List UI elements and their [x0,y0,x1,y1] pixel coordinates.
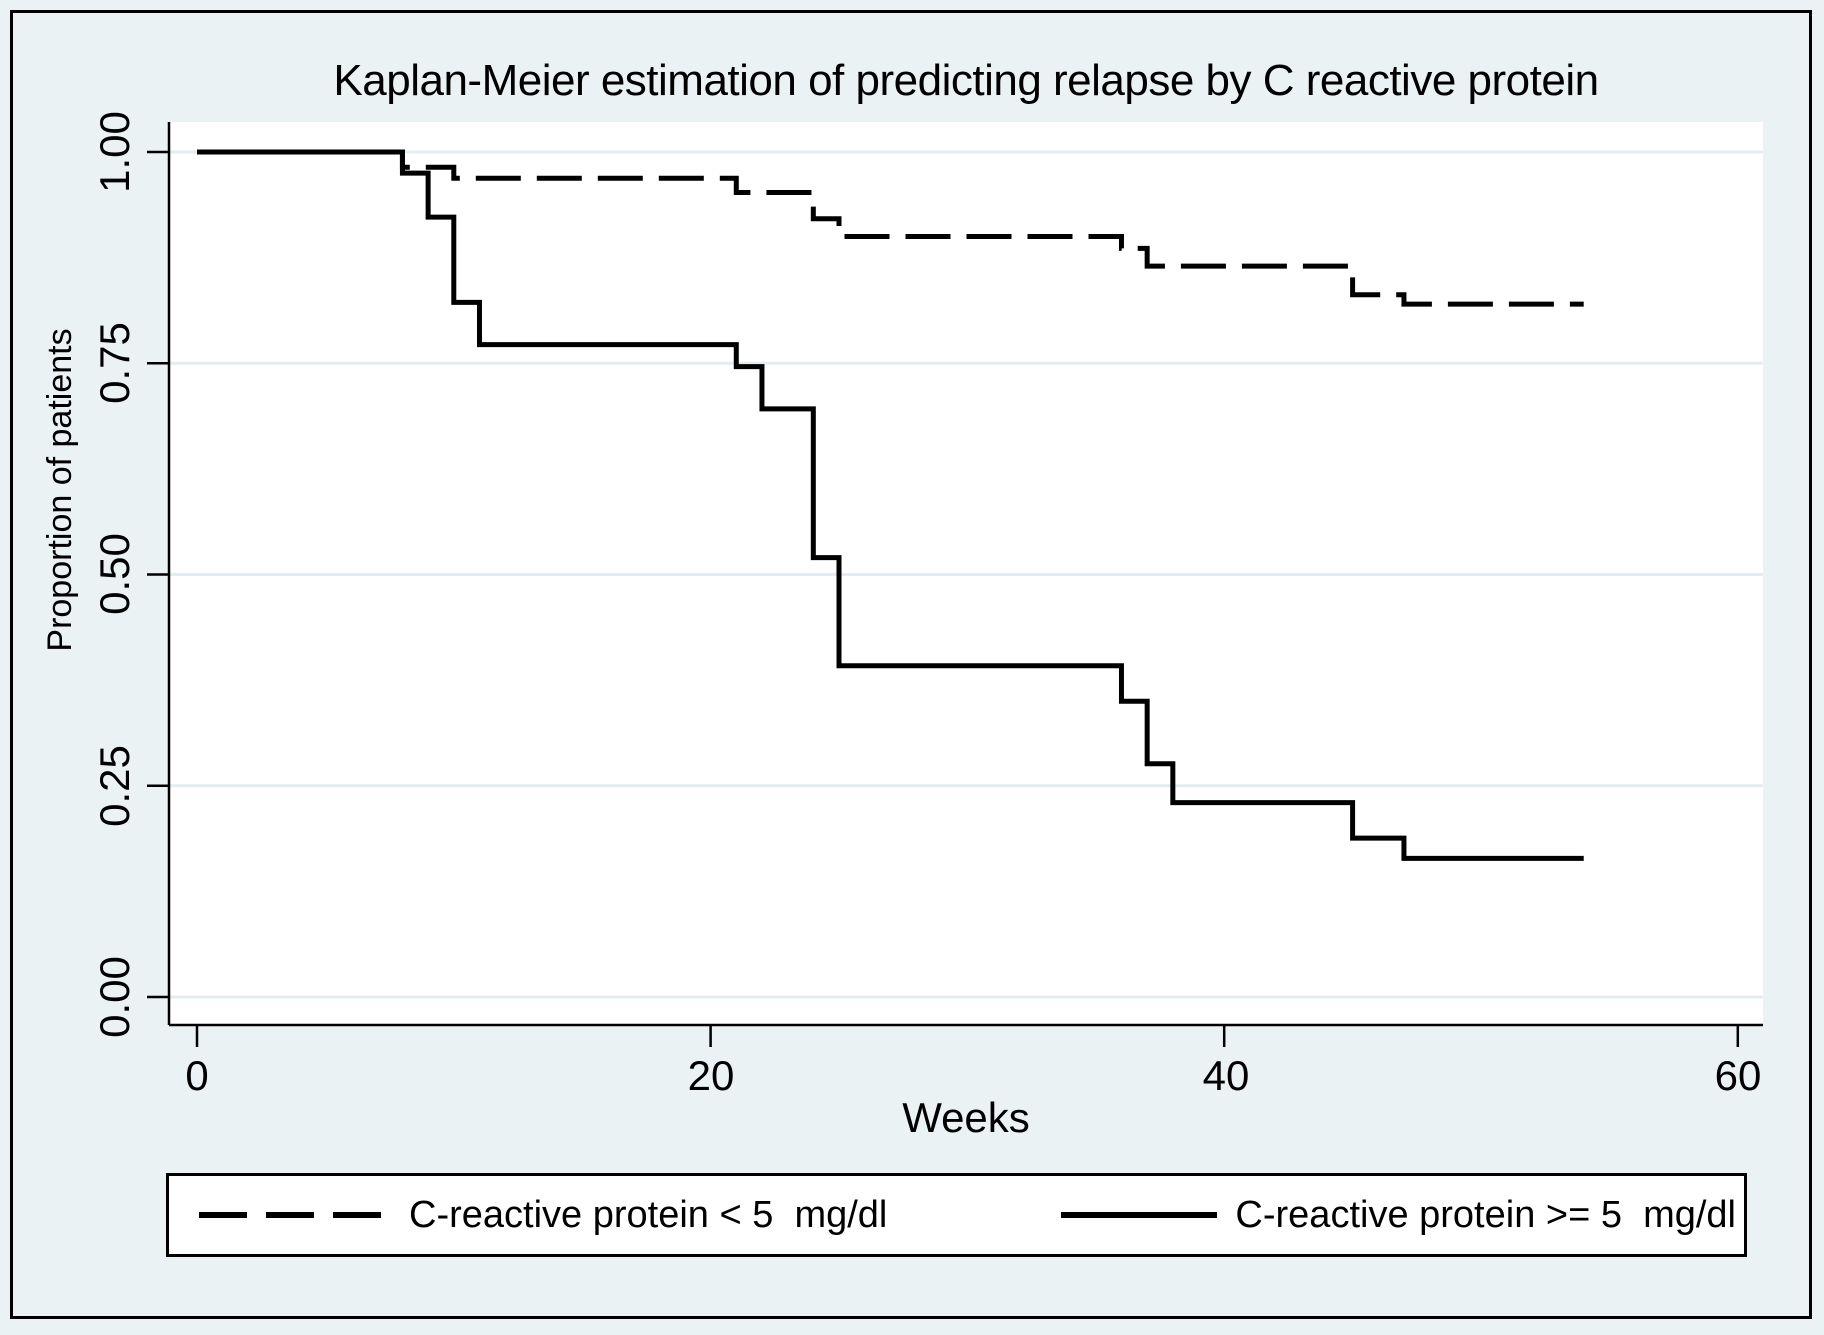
legend-item-crp-ge5: C-reactive protein >= 5 mg/dl [1061,1194,1736,1237]
x-tick-label-20: 20 [687,1052,735,1099]
x-tick-label-40: 40 [1202,1052,1250,1099]
y-tick-label-050: 0.50 [91,533,138,615]
legend-solid-line-sample [1061,1212,1218,1218]
x-tick-label-60: 60 [1714,1052,1762,1099]
legend-dashed-line-sample [199,1212,391,1218]
x-tick-label-0: 0 [185,1052,209,1099]
legend-item-crp-lt5: C-reactive protein < 5 mg/dl [199,1194,887,1237]
series-crp-lt5-line [197,149,1584,307]
legend-item-label: C-reactive protein < 5 mg/dl [409,1193,888,1236]
y-tick-label-100: 1.00 [91,111,138,193]
y-tick-label-000: 0.00 [91,956,138,1038]
x-axis-title: Weeks [902,1094,1030,1141]
chart-title: Kaplan-Meier estimation of predicting re… [333,56,1599,105]
y-axis-title: Proportion of patients [41,328,79,652]
series-crp-ge5-line [197,149,1584,861]
legend-item-label: C-reactive protein >= 5 mg/dl [1235,1193,1736,1236]
y-tick-label-025: 0.25 [91,745,138,827]
legend: C-reactive protein < 5 mg/dl C-reactive … [166,1173,1747,1257]
y-tick-label-075: 0.75 [91,322,138,404]
figure-border [10,10,1812,1319]
